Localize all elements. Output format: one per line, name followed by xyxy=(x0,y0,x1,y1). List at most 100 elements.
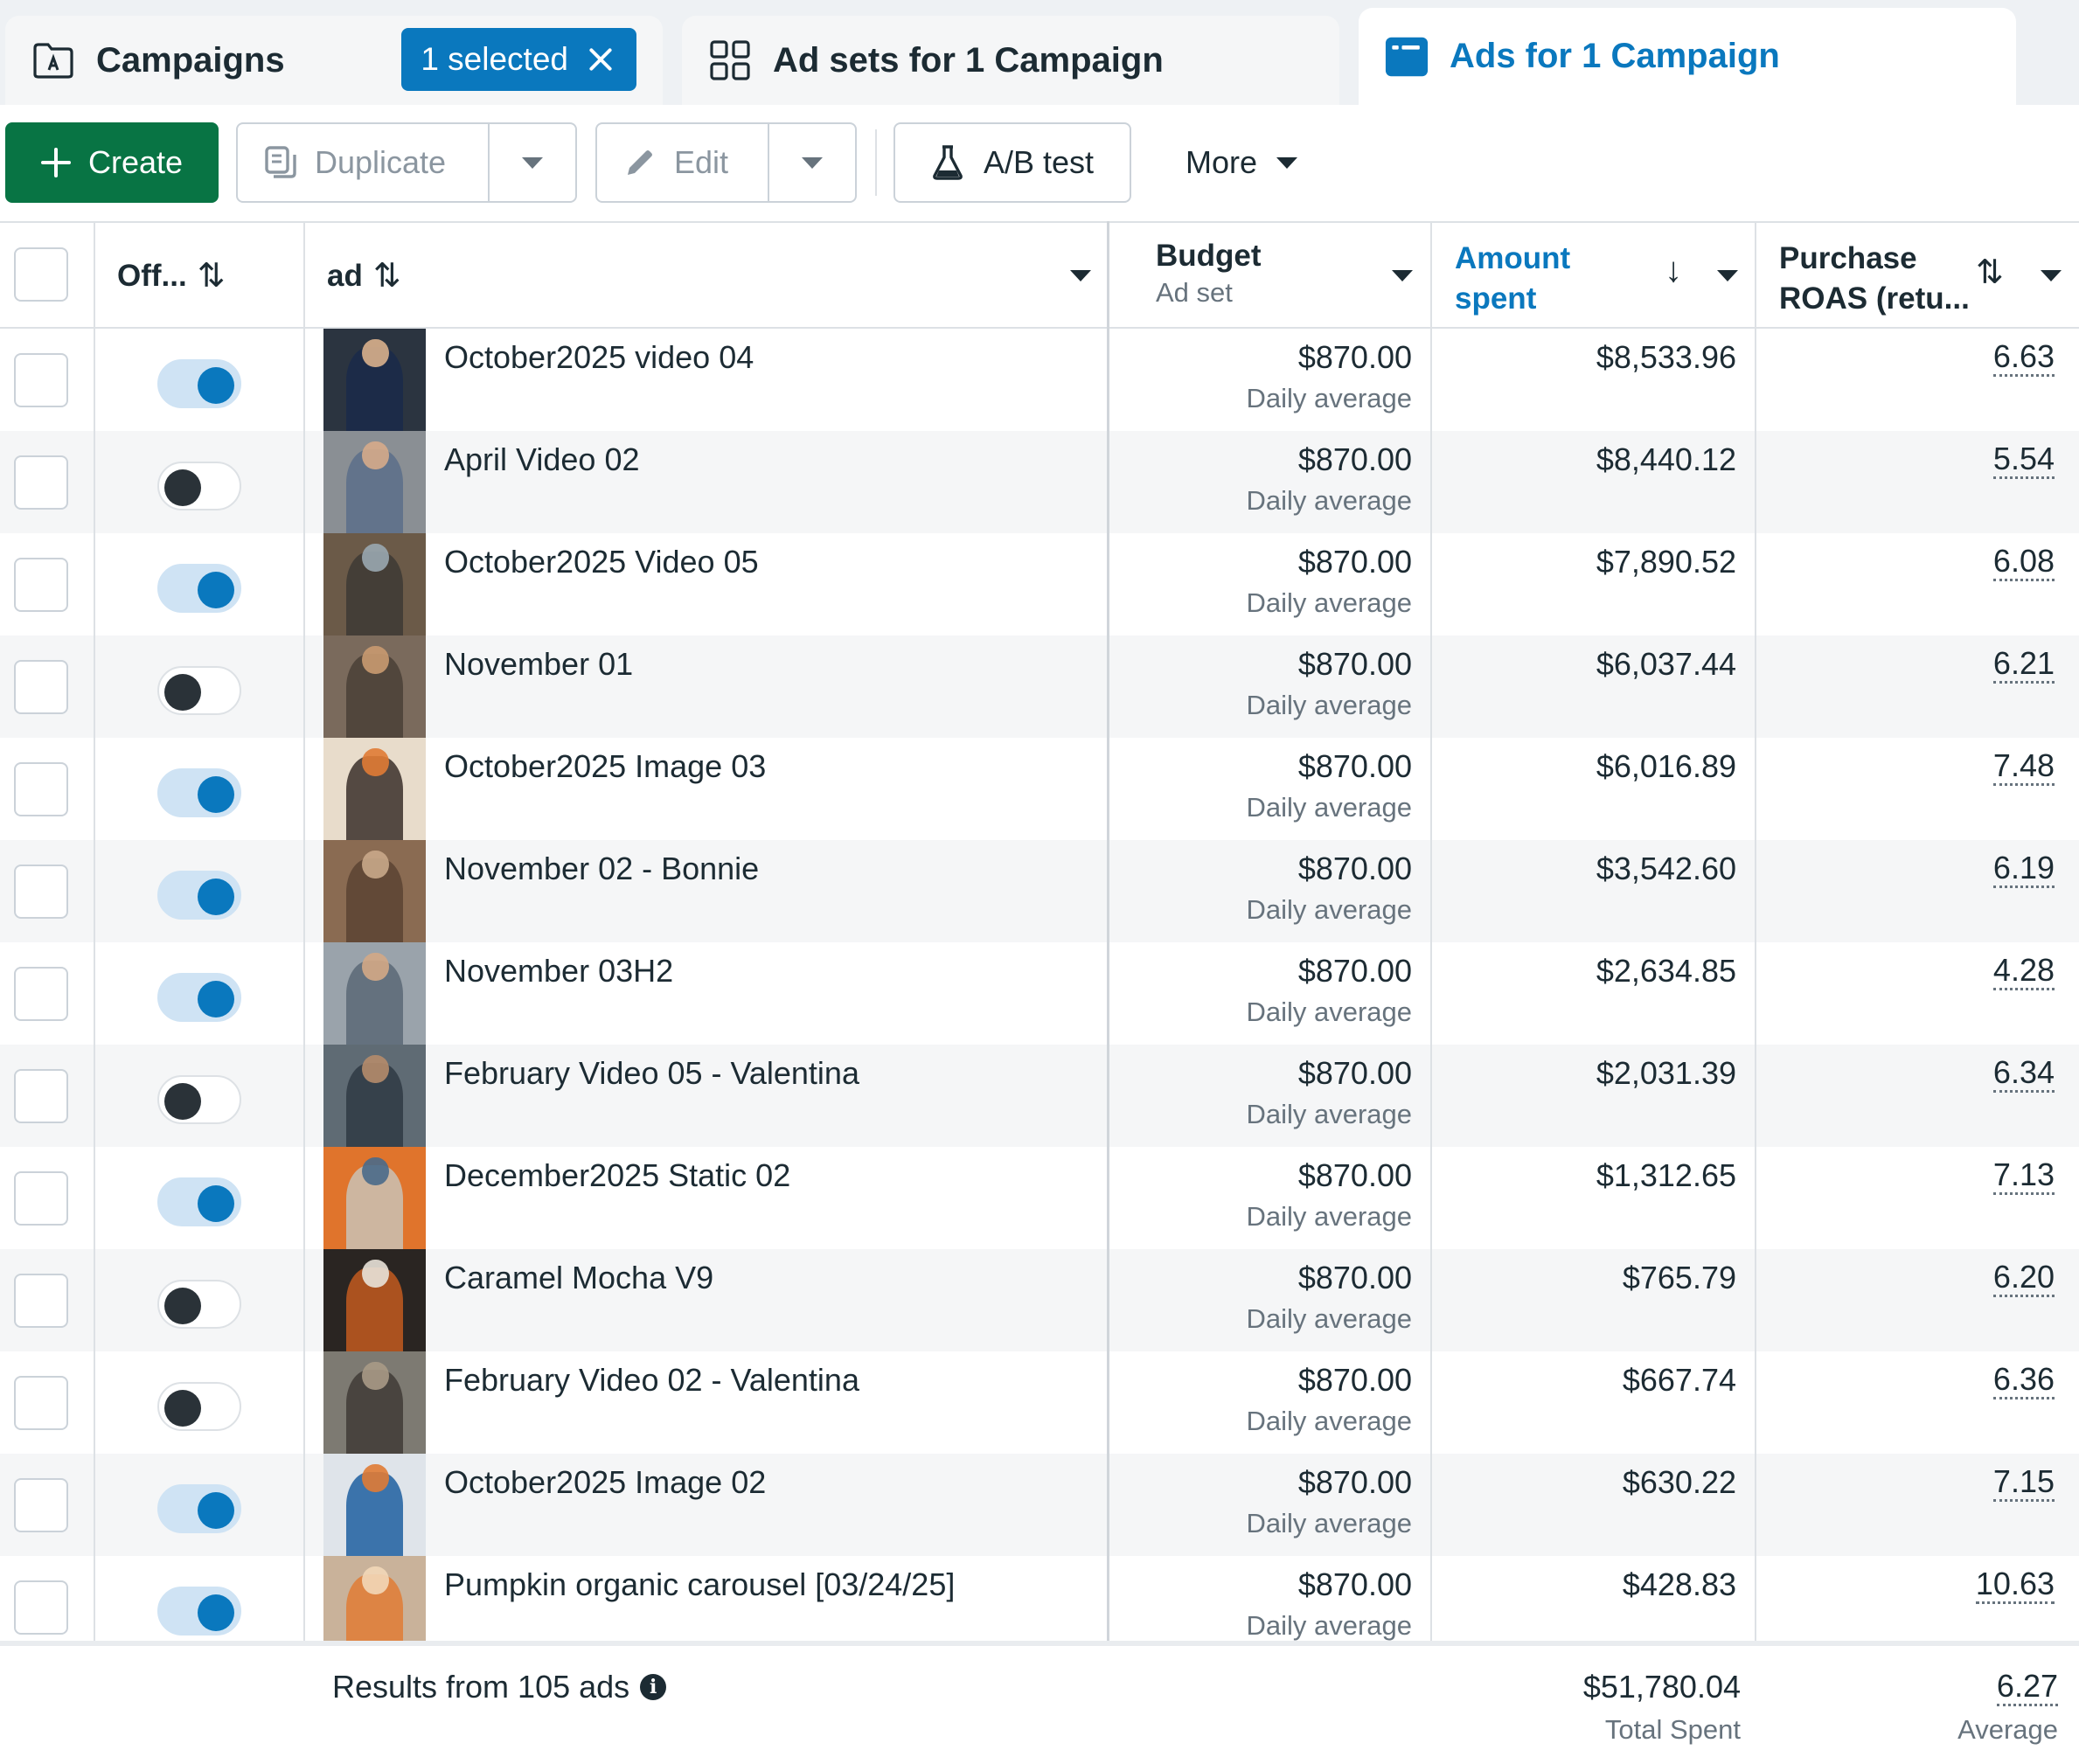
ad-name[interactable]: November 02 - Bonnie xyxy=(444,851,760,886)
close-icon[interactable] xyxy=(588,46,614,73)
row-checkbox[interactable] xyxy=(14,865,68,919)
ad-thumbnail[interactable] xyxy=(323,329,426,431)
roas-value[interactable]: 6.36 xyxy=(1992,1362,2055,1399)
edit-button[interactable]: Edit xyxy=(595,122,857,203)
table-row[interactable]: December2025 Static 02 $870.00 Daily avera… xyxy=(0,1147,2079,1249)
ad-thumbnail[interactable] xyxy=(323,431,426,533)
roas-value[interactable]: 5.54 xyxy=(1992,441,2055,479)
table-row[interactable]: October2025 Image 02 $870.00 Daily average… xyxy=(0,1454,2079,1556)
ad-status-toggle[interactable] xyxy=(157,1280,241,1329)
table-row[interactable]: April Video 02 $870.00 Daily average $8,440… xyxy=(0,431,2079,533)
row-checkbox[interactable] xyxy=(14,558,68,612)
row-checkbox[interactable] xyxy=(14,1376,68,1430)
chevron-down-icon[interactable] xyxy=(2041,270,2062,281)
ad-name[interactable]: February Video 05 - Valentina xyxy=(444,1055,859,1091)
tab-campaigns[interactable]: Campaigns 1 selected xyxy=(5,16,663,105)
ad-name[interactable]: October2025 Video 05 xyxy=(444,544,759,580)
ad-thumbnail[interactable] xyxy=(323,533,426,635)
ad-status-toggle[interactable] xyxy=(157,1484,241,1533)
ad-thumbnail[interactable] xyxy=(323,840,426,942)
ad-thumbnail[interactable] xyxy=(323,1147,426,1249)
info-icon[interactable]: i xyxy=(640,1674,667,1700)
tab-ads[interactable]: Ads for 1 Campaign xyxy=(1359,8,2016,105)
ad-name[interactable]: Pumpkin organic carousel [03/24/25] xyxy=(444,1566,956,1602)
ad-thumbnail[interactable] xyxy=(323,738,426,840)
column-header-ad[interactable]: ad ⇅ xyxy=(327,223,401,329)
ad-status-toggle[interactable] xyxy=(157,1587,241,1636)
column-header-off[interactable]: Off... ⇅ xyxy=(117,223,226,329)
table-row[interactable]: November 02 - Bonnie $870.00 Daily average… xyxy=(0,840,2079,942)
ad-status-toggle[interactable] xyxy=(157,1382,241,1431)
ad-status-toggle[interactable] xyxy=(157,973,241,1022)
chevron-down-icon[interactable] xyxy=(1717,270,1738,281)
row-checkbox[interactable] xyxy=(14,353,68,407)
row-checkbox[interactable] xyxy=(14,1478,68,1532)
ad-status-toggle[interactable] xyxy=(157,564,241,613)
ad-status-toggle[interactable] xyxy=(157,871,241,920)
ab-test-button[interactable]: A/B test xyxy=(893,122,1131,203)
row-checkbox[interactable] xyxy=(14,967,68,1021)
table-row[interactable]: Caramel Mocha V9 $870.00 Daily average $765… xyxy=(0,1249,2079,1351)
ad-status-toggle[interactable] xyxy=(157,359,241,408)
more-button[interactable]: More xyxy=(1186,122,1298,203)
duplicate-dropdown[interactable] xyxy=(488,124,575,201)
table-row[interactable]: October2025 video 04 $870.00 Daily average… xyxy=(0,329,2079,431)
sort-icon[interactable]: ⇅ xyxy=(1976,254,2004,291)
ad-name[interactable]: April Video 02 xyxy=(444,441,640,477)
ad-thumbnail[interactable] xyxy=(323,1351,426,1454)
ad-thumbnail[interactable] xyxy=(323,942,426,1045)
tab-adsets[interactable]: Ad sets for 1 Campaign xyxy=(682,16,1339,105)
table-row[interactable]: November 01 $870.00 Daily average $6,037.44… xyxy=(0,635,2079,738)
roas-value[interactable]: 7.15 xyxy=(1992,1464,2055,1502)
table-row[interactable]: October2025 Video 05 $870.00 Daily average… xyxy=(0,533,2079,635)
ad-name[interactable]: December2025 Static 02 xyxy=(444,1157,791,1193)
ad-status-toggle[interactable] xyxy=(157,1177,241,1226)
ad-name[interactable]: November 01 xyxy=(444,646,634,682)
row-checkbox[interactable] xyxy=(14,1580,68,1635)
roas-value[interactable]: 6.21 xyxy=(1992,646,2055,684)
row-checkbox[interactable] xyxy=(14,1274,68,1328)
selected-chip[interactable]: 1 selected xyxy=(401,28,636,91)
ad-status-toggle[interactable] xyxy=(157,768,241,817)
column-header-roas[interactable]: Purchase ROAS (retu... xyxy=(1779,223,1970,329)
row-checkbox[interactable] xyxy=(14,660,68,714)
create-button[interactable]: Create xyxy=(5,122,219,203)
select-all-checkbox[interactable] xyxy=(14,247,68,302)
ad-name[interactable]: October2025 Image 03 xyxy=(444,748,767,784)
ad-name[interactable]: Caramel Mocha V9 xyxy=(444,1260,714,1295)
ad-name[interactable]: November 03H2 xyxy=(444,953,674,989)
sort-icon[interactable]: ⇅ xyxy=(197,258,226,295)
column-header-amount-spent[interactable]: Amount spent xyxy=(1455,223,1570,329)
roas-value[interactable]: 6.63 xyxy=(1992,339,2055,377)
row-checkbox[interactable] xyxy=(14,1171,68,1226)
roas-value[interactable]: 6.20 xyxy=(1992,1260,2055,1297)
roas-value[interactable]: 4.28 xyxy=(1992,953,2055,990)
ad-status-toggle[interactable] xyxy=(157,462,241,510)
edit-main[interactable]: Edit xyxy=(597,124,728,201)
table-row[interactable]: October2025 Image 03 $870.00 Daily average… xyxy=(0,738,2079,840)
row-checkbox[interactable] xyxy=(14,455,68,510)
table-row[interactable]: February Video 05 - Valentina $870.00 Dail… xyxy=(0,1045,2079,1147)
chevron-down-icon[interactable] xyxy=(1392,270,1413,281)
sort-icon[interactable]: ⇅ xyxy=(372,258,401,295)
roas-value[interactable]: 6.34 xyxy=(1992,1055,2055,1093)
row-checkbox[interactable] xyxy=(14,762,68,816)
roas-value[interactable]: 6.19 xyxy=(1992,851,2055,888)
duplicate-main[interactable]: Duplicate xyxy=(238,124,446,201)
ad-status-toggle[interactable] xyxy=(157,1075,241,1124)
roas-value[interactable]: 6.08 xyxy=(1992,544,2055,581)
ad-thumbnail[interactable] xyxy=(323,1454,426,1556)
column-header-budget[interactable]: Budget Ad set xyxy=(1156,223,1262,329)
ad-name[interactable]: October2025 video 04 xyxy=(444,339,754,375)
duplicate-button[interactable]: Duplicate xyxy=(236,122,577,203)
ad-name[interactable]: February Video 02 - Valentina xyxy=(444,1362,859,1398)
table-row[interactable]: February Video 02 - Valentina $870.00 Dail… xyxy=(0,1351,2079,1454)
roas-value[interactable]: 7.48 xyxy=(1992,748,2055,786)
roas-average-value[interactable]: 6.27 xyxy=(1996,1669,2058,1706)
ad-name[interactable]: October2025 Image 02 xyxy=(444,1464,767,1500)
chevron-down-icon[interactable] xyxy=(1070,270,1091,281)
ad-thumbnail[interactable] xyxy=(323,1045,426,1147)
ad-status-toggle[interactable] xyxy=(157,666,241,715)
edit-dropdown[interactable] xyxy=(768,124,855,201)
roas-value[interactable]: 10.63 xyxy=(1975,1566,2055,1604)
